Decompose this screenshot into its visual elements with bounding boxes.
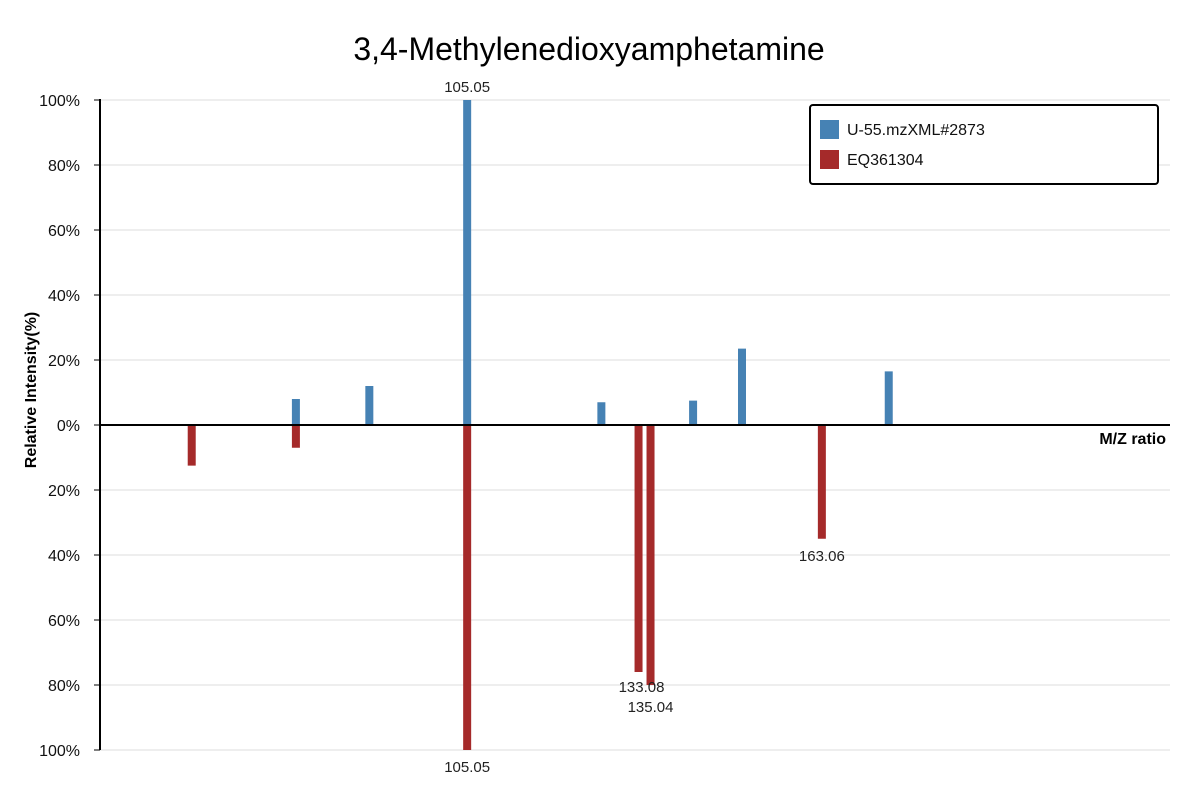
spectrum-bar <box>738 348 746 425</box>
spectrum-bar <box>884 371 893 425</box>
spectrum-bar <box>634 425 643 672</box>
y-tick-label: 40% <box>48 288 80 305</box>
y-tick-label: 20% <box>48 483 80 500</box>
spectrum-bar <box>187 425 196 466</box>
legend-swatch-library <box>820 150 839 169</box>
y-tick-label: 0% <box>57 418 80 435</box>
spectrum-bar <box>463 100 472 425</box>
peak-label: 163.06 <box>799 548 845 565</box>
spectrum-bar <box>817 425 826 539</box>
legend-label-library: EQ361304 <box>847 152 924 169</box>
spectrum-bar <box>646 425 655 685</box>
y-tick-label: 100% <box>39 743 80 760</box>
legend-box <box>809 104 1159 185</box>
peak-label: 133.08 <box>619 679 665 696</box>
legend: U-55.mzXML#2873 EQ361304 <box>809 104 1159 185</box>
spectrum-bar <box>463 425 472 750</box>
spectrum-bar <box>291 399 300 425</box>
y-tick-labels: 100% 80% 60% 40% 20% 0% 20% 40% 60% 80% 100% <box>39 93 100 760</box>
x-axis-title: M/Z ratio <box>1099 431 1166 448</box>
peak-label: 135.04 <box>628 699 674 716</box>
peak-label: 105.05 <box>444 759 490 776</box>
spectrum-bar <box>365 386 374 425</box>
spectrum-bar <box>689 400 698 425</box>
y-tick-label: 100% <box>39 93 80 110</box>
legend-swatch-reference <box>820 120 839 139</box>
y-tick-label: 40% <box>48 548 80 565</box>
y-tick-label: 20% <box>48 353 80 370</box>
y-tick-label: 60% <box>48 613 80 630</box>
y-tick-label: 80% <box>48 678 80 695</box>
y-tick-label: 60% <box>48 223 80 240</box>
peak-labels: 105.05 105.05 133.08 135.04 163.06 <box>444 79 845 776</box>
y-tick-label: 80% <box>48 158 80 175</box>
peak-label: 105.05 <box>444 79 490 96</box>
chart-title: 3,4-Methylenedioxyamphetamine <box>353 31 824 67</box>
legend-label-reference: U-55.mzXML#2873 <box>847 122 985 139</box>
spectrum-bar <box>291 425 300 448</box>
spectrum-bar <box>597 402 606 425</box>
y-axis-title: Relative Intensity(%) <box>23 312 40 468</box>
spectrum-bars <box>187 100 893 750</box>
